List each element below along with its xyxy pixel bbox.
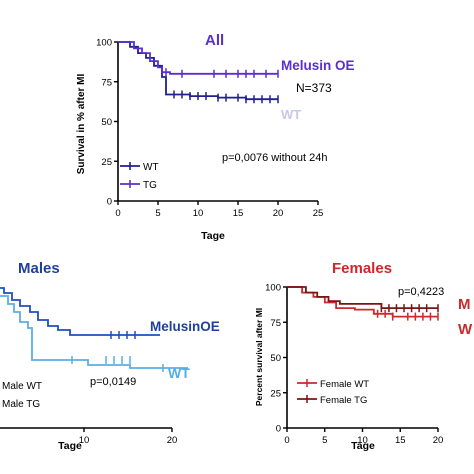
- panel-0-x-tick-label: 20: [273, 208, 284, 219]
- panel-males-title: Males: [18, 260, 60, 277]
- annotation-melusinoe: MelusinOE: [150, 319, 220, 334]
- panel-2-x-tick-label: 0: [284, 435, 289, 446]
- panel-2-y-tick-label: 50: [270, 353, 281, 364]
- panel-1-x-tick-label: 20: [167, 435, 178, 446]
- panel-0-x-tick-label: 15: [233, 208, 244, 219]
- panel-2-y-tick-label: 0: [276, 424, 281, 435]
- panel-2-x-tick-label: 5: [322, 435, 327, 446]
- panel-1-x-tick-label: 10: [79, 435, 90, 446]
- panel-0-y-tick-label: 25: [101, 157, 112, 168]
- panel-males-xlabel: Tage: [58, 440, 82, 452]
- annotation-females-w: W: [458, 321, 473, 338]
- panel-0-x-tick-label: 5: [155, 208, 160, 219]
- panel-2-x-tick-label: 15: [395, 435, 406, 446]
- series-tg-line: [118, 41, 278, 75]
- panel-all-axes: 0 5 10 15 20 25 0 25 50 75 100: [96, 38, 323, 220]
- panel-males: Males Tage 01020 MelusinOE p=0,0149 WT M…: [0, 260, 220, 452]
- panel-females-xlabel: Tage: [351, 440, 375, 452]
- panel-females-plot: [287, 286, 439, 321]
- panel-0-x-tick-label: 0: [115, 208, 120, 219]
- annotation-males-wt: WT: [168, 365, 190, 381]
- annotation-females-m: M: [458, 296, 471, 313]
- panel-2-x-tick-label: 20: [433, 435, 444, 446]
- panel-0-y-tick-label: 100: [96, 38, 112, 49]
- legend-male-tg-label: Male TG: [2, 399, 40, 410]
- panel-females: Females Percent survival after MI Tage 0…: [254, 260, 473, 452]
- panel-all-ylabel: Survival in % after MI: [76, 73, 87, 174]
- legend-female-tg-label: Female TG: [320, 395, 367, 406]
- legend-all: WT TG: [120, 162, 159, 191]
- panel-2-y-tick-label: 100: [265, 283, 281, 294]
- panel-females-title: Females: [332, 260, 392, 277]
- annotation-n: N=373: [296, 81, 332, 95]
- panel-0-y-tick-label: 75: [101, 77, 112, 88]
- legend-females: Female WT Female TG: [297, 379, 369, 406]
- panel-males-axes: 01020: [0, 427, 178, 446]
- panel-all: All Survival in % after MI Tage 0 5 10 15 20…: [76, 32, 355, 242]
- panel-0-y-tick-label: 0: [107, 197, 112, 208]
- panel-females-ylabel: Percent survival after MI: [254, 308, 264, 406]
- panel-all-plot: [118, 41, 279, 104]
- legend-wt-label: WT: [143, 162, 159, 173]
- panel-0-y-tick-label: 50: [101, 117, 112, 128]
- annotation-wt: WT: [281, 107, 301, 122]
- annotation-p-value: p=0,0076 without 24h: [222, 152, 328, 164]
- annotation-males-p-value: p=0,0149: [90, 376, 136, 388]
- legend-male-wt-label: Male WT: [2, 381, 42, 392]
- panel-females-axes: 0 5 10 15 20 0 25 50 75 100: [265, 283, 443, 447]
- annotation-melusin-oe: Melusin OE: [281, 58, 355, 73]
- legend-female-wt-label: Female WT: [320, 379, 369, 390]
- panel-2-x-tick-label: 10: [357, 435, 368, 446]
- panel-all-title: All: [205, 32, 224, 49]
- legend-tg-label: TG: [143, 180, 157, 191]
- panel-all-xlabel: Tage: [201, 230, 225, 242]
- series-male-wt-line: [0, 287, 160, 336]
- panel-0-x-tick-label: 10: [193, 208, 204, 219]
- annotation-females-p-value: p=0,4223: [398, 286, 444, 298]
- series-male-tg-line: [0, 295, 188, 369]
- panel-males-plot: [0, 287, 188, 372]
- panel-2-y-tick-label: 75: [270, 318, 281, 329]
- legend-males: Male WT Male TG: [2, 381, 42, 410]
- panel-0-x-tick-label: 25: [313, 208, 324, 219]
- panel-2-y-tick-label: 25: [270, 388, 281, 399]
